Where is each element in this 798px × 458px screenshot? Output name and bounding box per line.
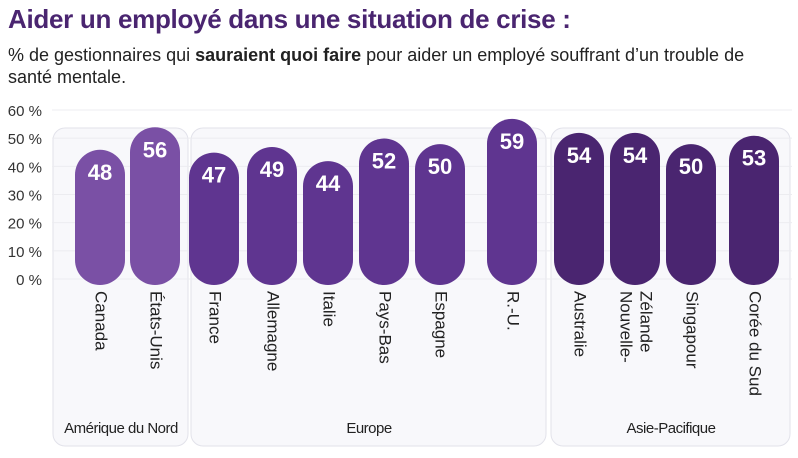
group-label: Asie-Pacifique xyxy=(627,420,716,437)
data-label: 56 xyxy=(143,137,167,162)
subtitle-text-end: pour aider un employé souffrant d’un tro… xyxy=(8,45,745,87)
chart-subtitle: % de gestionnaires qui sauraient quoi fa… xyxy=(8,44,788,88)
y-tick-label: 40 % xyxy=(8,159,42,176)
y-tick-label: 30 % xyxy=(8,188,42,205)
bar xyxy=(75,149,125,285)
data-label: 59 xyxy=(500,129,524,154)
data-label: 54 xyxy=(567,143,592,168)
bar xyxy=(130,127,180,286)
category-label: Nouvelle- xyxy=(617,291,636,363)
bar xyxy=(247,146,297,285)
category-label: Italie xyxy=(320,291,339,327)
data-label: 53 xyxy=(742,146,766,171)
category-label: États-Unis xyxy=(147,291,166,369)
bar xyxy=(303,161,353,285)
data-label: 50 xyxy=(679,154,703,179)
category-label: Canada xyxy=(92,291,111,351)
group-label: Europe xyxy=(346,420,392,437)
category-label: Australie xyxy=(571,291,590,357)
category-label: Corée du Sud xyxy=(746,291,765,396)
data-label: 49 xyxy=(260,157,284,182)
y-tick-label: 20 % xyxy=(8,216,42,233)
chart-title: Aider un employé dans une situation de c… xyxy=(8,4,571,34)
data-label: 48 xyxy=(88,160,112,185)
y-tick-label: 0 % xyxy=(16,272,42,289)
y-tick-label: 60 % xyxy=(8,103,42,120)
bar xyxy=(729,135,779,285)
group-label: Amérique du Nord xyxy=(64,420,178,437)
category-label: Allemagne xyxy=(264,291,283,371)
y-tick-label: 10 % xyxy=(8,244,42,261)
y-tick-label: 50 % xyxy=(8,131,42,148)
bar xyxy=(554,132,604,285)
bar xyxy=(189,152,239,285)
category-label: Espagne xyxy=(432,291,451,358)
bar xyxy=(359,138,409,285)
category-label: France xyxy=(206,291,225,344)
data-label: 52 xyxy=(372,149,396,174)
data-label: 54 xyxy=(623,143,648,168)
subtitle-text: % de gestionnaires qui xyxy=(8,45,196,65)
bar xyxy=(610,132,660,285)
bar xyxy=(666,144,716,285)
data-label: 44 xyxy=(316,171,341,196)
category-label: Singapour xyxy=(683,291,702,369)
data-label: 50 xyxy=(428,154,452,179)
category-label: R.-U. xyxy=(504,291,523,331)
bar xyxy=(415,144,465,285)
bar xyxy=(487,118,537,285)
category-label: Zélande xyxy=(637,291,656,352)
category-label: Pays-Bas xyxy=(376,291,395,364)
data-label: 47 xyxy=(202,163,226,188)
subtitle-bold: sauraient quoi faire xyxy=(195,45,362,65)
